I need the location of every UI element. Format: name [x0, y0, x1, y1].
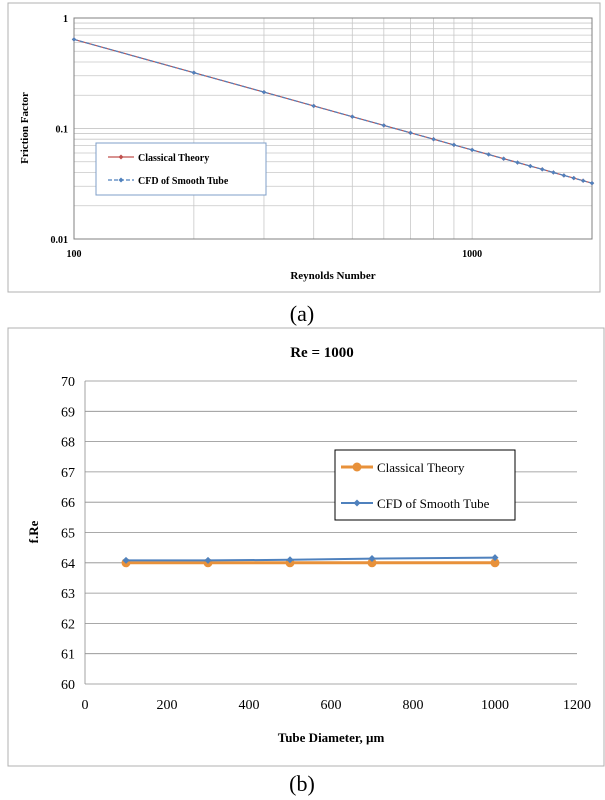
y-tick-label: 63	[61, 587, 75, 602]
y-tick-label: 61	[61, 648, 75, 663]
x-tick-label: 100	[67, 249, 82, 260]
y-tick-label: 65	[61, 527, 75, 542]
legend-marker-cfd	[118, 177, 124, 183]
x-tick-label: 600	[321, 698, 342, 713]
chart-a: 0.01 0.1 1 100 1000 Reynolds Number Friction…	[7, 2, 601, 293]
data-point	[491, 554, 499, 562]
data-point	[261, 89, 267, 95]
data-point	[381, 123, 387, 128]
chart-a-legend: Classical Theory CFD of Smooth Tube	[95, 142, 267, 196]
data-point	[311, 103, 316, 109]
data-point	[368, 555, 376, 563]
y-tick-label: 0.1	[56, 125, 69, 136]
data-point	[431, 137, 436, 142]
x-tick-label: 400	[239, 698, 260, 713]
data-point	[540, 167, 545, 172]
x-tick-label: 0	[82, 698, 89, 713]
chart-b-series	[121, 554, 500, 568]
data-point	[515, 160, 520, 165]
data-point	[528, 163, 533, 169]
y-tick-label: 1	[63, 14, 68, 25]
chart-b-x-axis-label: Tube Diameter, µm	[278, 730, 385, 745]
data-point	[408, 130, 413, 136]
y-tick-label: 67	[61, 466, 75, 481]
x-tick-label: 1000	[462, 249, 482, 260]
chart-b-frame	[7, 327, 605, 767]
data-point	[571, 175, 576, 181]
data-point	[451, 142, 457, 148]
chart-b-legend-label-classical: Classical Theory	[377, 460, 465, 475]
data-point	[589, 180, 595, 186]
chart-a-legend-label-classical: Classical Theory	[138, 153, 209, 164]
x-tick-label: 1200	[563, 698, 591, 713]
y-tick-label: 66	[61, 496, 75, 511]
x-tick-label: 1000	[481, 698, 509, 713]
data-point	[350, 114, 355, 119]
legend-marker-cfd-b	[353, 499, 361, 507]
data-point	[122, 556, 130, 564]
chart-a-x-axis-label: Reynolds Number	[290, 270, 375, 282]
x-tick-label: 800	[403, 698, 424, 713]
caption-a: (a)	[290, 301, 314, 326]
data-point	[286, 556, 294, 564]
data-point	[561, 173, 567, 178]
data-point	[191, 70, 197, 75]
data-point	[486, 152, 491, 157]
data-point	[204, 556, 212, 564]
y-tick-label: 64	[61, 557, 75, 572]
chart-b-legend-label-cfd: CFD of Smooth Tube	[377, 496, 490, 511]
legend-marker-classical	[118, 154, 124, 160]
y-tick-label: 69	[61, 405, 75, 420]
chart-a-series	[71, 37, 595, 186]
data-point	[367, 558, 377, 568]
y-tick-label: 70	[61, 375, 75, 390]
data-point	[580, 178, 586, 183]
series-line-cfd	[73, 38, 593, 184]
chart-a-grid	[73, 17, 593, 240]
data-point	[469, 147, 475, 153]
data-point	[551, 170, 556, 175]
y-tick-label: 68	[61, 436, 75, 451]
caption-b: (b)	[289, 771, 315, 796]
chart-a-legend-label-cfd: CFD of Smooth Tube	[138, 176, 229, 187]
chart-b-y-axis-label: f.Re	[26, 520, 41, 543]
legend-marker-classical-b	[352, 462, 362, 472]
data-point	[501, 156, 506, 161]
data-point	[490, 558, 500, 568]
chart-a-tick-labels: 0.01 0.1 1 100 1000	[51, 14, 483, 260]
x-tick-label: 200	[157, 698, 178, 713]
chart-b-tick-labels: 60 61 62 63 64 65 66 67 68 69 70 0 200 400 600 800 1000 1…	[61, 375, 591, 713]
chart-b-title: Re = 1000	[290, 345, 354, 361]
y-tick-label: 0.01	[51, 235, 69, 246]
y-tick-label: 60	[61, 678, 75, 693]
chart-a-plot-area	[73, 17, 593, 240]
y-tick-label: 62	[61, 617, 75, 632]
chart-b-legend: Classical Theory CFD of Smooth Tube	[334, 449, 516, 521]
chart-b-legend-box	[334, 449, 516, 521]
data-point	[71, 37, 77, 42]
chart-a-y-axis-label: Friction Factor	[19, 92, 31, 164]
chart-a-legend-box	[95, 142, 267, 196]
